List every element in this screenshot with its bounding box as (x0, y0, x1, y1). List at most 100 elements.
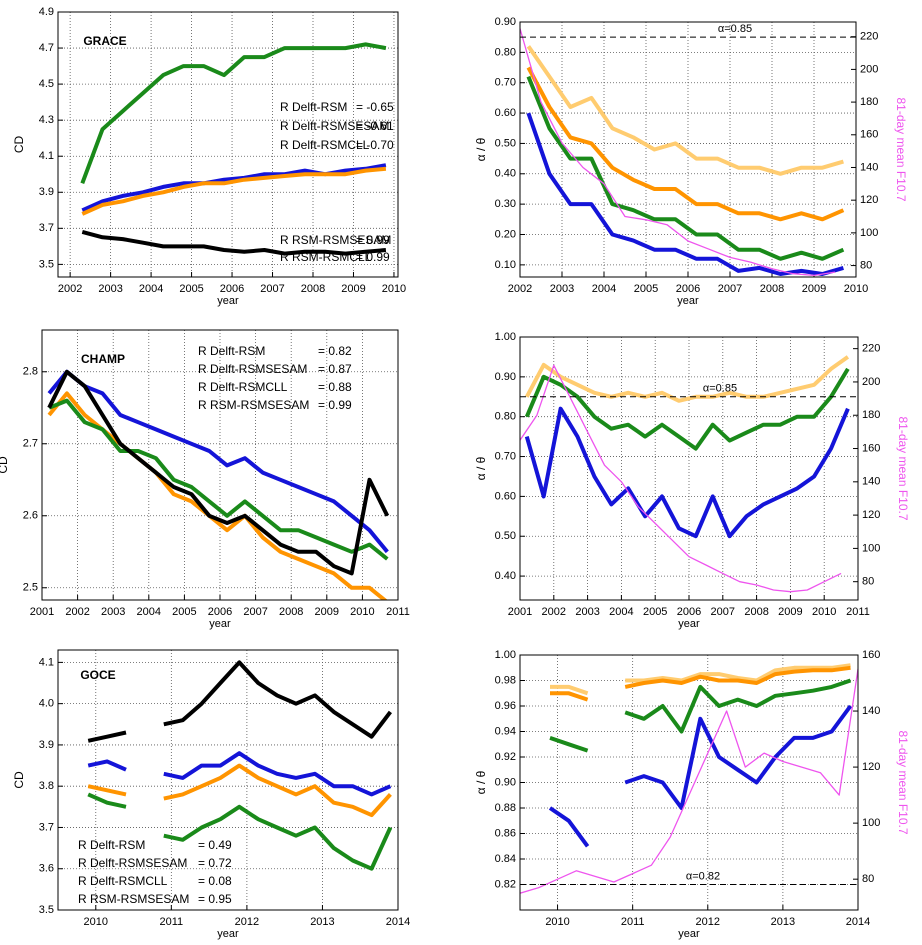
plot-frame (519, 21, 857, 278)
series-line (525, 355, 850, 403)
series-line (81, 163, 387, 213)
y-tick-label: 0.80 (495, 46, 516, 58)
x-tick-label: 2014 (386, 916, 410, 928)
x-tick-label: 2010 (812, 606, 836, 618)
y-axis-label: α / θ (474, 770, 488, 794)
y2-tick-label: 220 (862, 343, 880, 355)
y-tick-label: 4.1 (39, 150, 54, 162)
series-group (520, 663, 858, 894)
series-line (524, 367, 850, 451)
series-line (550, 665, 851, 702)
plot-frame (519, 336, 859, 601)
series-line (520, 364, 842, 593)
x-tick-label: 2010 (545, 916, 569, 928)
correlation-label: R RSM-RSMSESAM (198, 398, 309, 412)
series-line (47, 369, 390, 576)
y-tick-label: 0.50 (495, 137, 516, 149)
series-line (520, 668, 858, 894)
y2-tick-label: 140 (860, 161, 878, 173)
y2-tick-label: 120 (862, 761, 880, 773)
x-tick-label: 2013 (771, 916, 795, 928)
series-line (87, 660, 392, 743)
panel: 0.100.200.300.400.500.600.700.800.902002… (474, 16, 908, 307)
y-tick-label: 0.94 (495, 725, 516, 737)
x-tick-label: 2004 (592, 283, 616, 295)
x-tick-label: 2009 (778, 606, 802, 618)
correlation-value: = -0.65 (356, 100, 394, 114)
y-tick-label: 3.7 (39, 821, 54, 833)
series-group (80, 42, 387, 256)
x-tick-label: 2004 (137, 606, 161, 618)
y-tick-label: 3.5 (39, 904, 54, 916)
y2-axis-label: 81-day mean F10.7 (896, 416, 910, 520)
correlation-value: = 0.49 (198, 838, 232, 852)
series-line (524, 406, 850, 539)
x-tick-label: 2012 (235, 916, 259, 928)
plot-frame (57, 11, 399, 278)
x-tick-label: 2003 (98, 283, 122, 295)
y-tick-label: 0.90 (495, 16, 516, 28)
x-tick-label: 2002 (508, 283, 532, 295)
y2-tick-label: 160 (862, 442, 880, 454)
y-tick-label: 4.0 (39, 698, 54, 710)
x-tick-label: 2009 (341, 283, 365, 295)
x-axis-label: year (217, 928, 239, 940)
y-tick-label: 0.50 (495, 530, 516, 542)
x-tick-label: 2010 (350, 606, 374, 618)
y-tick-label: 0.60 (495, 107, 516, 119)
x-tick-label: 2010 (84, 916, 108, 928)
x-tick-label: 2002 (65, 606, 89, 618)
series-line (47, 391, 388, 600)
series-group (520, 28, 845, 277)
y-axis-label: CD (12, 136, 26, 154)
series-line (87, 763, 392, 818)
plot-frame (519, 654, 859, 911)
x-tick-label: 2005 (634, 283, 658, 295)
x-tick-label: 2009 (802, 283, 826, 295)
y-tick-label: 4.9 (39, 6, 54, 18)
correlation-value: = -0.70 (356, 138, 394, 152)
y-tick-label: 4.3 (39, 114, 54, 126)
series-line (520, 28, 836, 277)
correlation-value: = 0.99 (318, 398, 352, 412)
correlation-value: = 0.08 (198, 874, 232, 888)
y-tick-label: 0.90 (495, 371, 516, 383)
y-axis-label: α / θ (474, 137, 488, 161)
y-tick-label: 0.40 (495, 168, 516, 180)
panel-label: CHAMP (81, 352, 125, 366)
correlation-value: = 0.95 (198, 892, 232, 906)
y-tick-label: 0.70 (495, 77, 516, 89)
y2-axis-label: 81-day mean F10.7 (896, 730, 910, 834)
series-line (80, 42, 387, 184)
plot-frame (57, 649, 399, 911)
series-line (526, 75, 845, 261)
series-line (526, 112, 844, 276)
y-tick-label: 0.80 (495, 411, 516, 423)
y2-axis-label: 81-day mean F10.7 (894, 97, 908, 201)
series-group (87, 660, 393, 871)
x-tick-label: 2009 (315, 606, 339, 618)
y2-tick-label: 140 (862, 705, 880, 717)
x-tick-label: 2011 (160, 916, 184, 928)
y2-tick-label: 80 (860, 259, 872, 271)
y2-tick-label: 180 (862, 409, 880, 421)
panel-label: GRACE (83, 34, 126, 48)
correlation-value: = 0.88 (318, 380, 352, 394)
x-tick-label: 2010 (382, 283, 406, 295)
correlation-label: R Delft-RSMCLL (78, 874, 168, 888)
series-line (526, 45, 844, 176)
y-tick-label: 4.7 (39, 42, 54, 54)
x-axis-label: year (209, 618, 231, 630)
y-tick-label: 4.5 (39, 78, 54, 90)
y-tick-label: 3.9 (39, 186, 54, 198)
y2-tick-label: 80 (862, 873, 874, 885)
series-line (81, 229, 387, 256)
x-tick-label: 2007 (260, 283, 284, 295)
reference-label: α=0.85 (718, 23, 752, 35)
y2-tick-label: 100 (862, 542, 880, 554)
series-line (526, 66, 845, 222)
series-group (520, 355, 850, 593)
x-tick-label: 2008 (744, 606, 768, 618)
y2-tick-label: 120 (860, 194, 878, 206)
